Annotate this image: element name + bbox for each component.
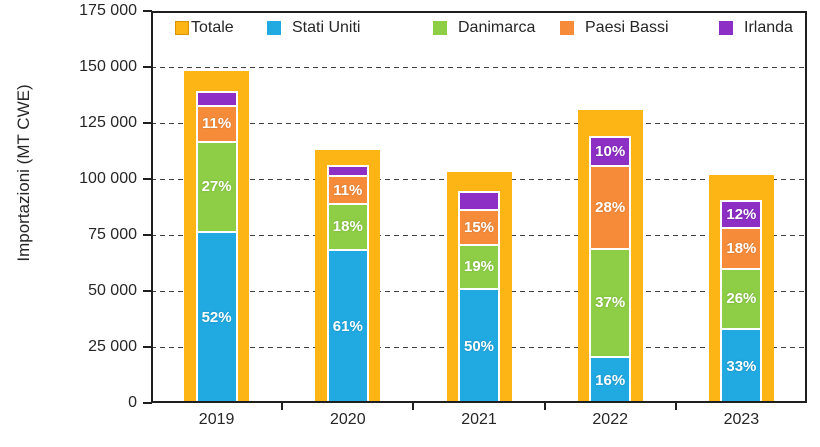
legend-item-danimarca: Danimarca — [433, 19, 535, 37]
bar-segment-paesi-bassi-2023: 18% — [720, 227, 763, 269]
bar-segment-irlanda-2021 — [458, 190, 500, 210]
bar-segment-label: 28% — [595, 198, 626, 216]
y-tick-label: 150 000 — [79, 58, 137, 75]
y-tick-75000 — [143, 234, 152, 236]
y-tick-label: 25 000 — [88, 338, 137, 355]
bar-segment-paesi-bassi-2022: 28% — [589, 165, 632, 248]
bar-segment-label: 50% — [463, 337, 495, 355]
bar-stack-2020: 11% 18% 61% — [326, 165, 369, 403]
legend-label: Stati Uniti — [292, 19, 361, 36]
bar-segment-label: 52% — [201, 309, 232, 327]
legend-label: Paesi Bassi — [585, 19, 669, 36]
bar-segment-danimarca-2022: 37% — [589, 247, 632, 357]
bar-segment-label: 11% — [333, 181, 363, 199]
x-tick-label-2019: 2019 — [198, 411, 235, 428]
y-tick-25000 — [143, 346, 152, 348]
x-tick-label-2020: 2020 — [330, 411, 366, 428]
bar-segment-label: 12% — [726, 205, 757, 223]
legend-label: Danimarca — [458, 19, 536, 36]
legend-item-totale: Totale — [175, 19, 234, 37]
y-tick-175000 — [143, 10, 152, 12]
bar-stack-2023: 12% 18% 26% 33% — [720, 199, 763, 403]
bar-segment-stati-uniti-2023: 33% — [720, 327, 763, 403]
bar-segment-label: 33% — [726, 357, 757, 375]
bar-segment-label: 27% — [201, 178, 232, 196]
bar-segment-paesi-bassi-2020: 11% — [326, 175, 369, 204]
x-axis-tick — [543, 403, 546, 410]
legend-swatch-icon — [719, 21, 733, 35]
y-tick-label: 125 000 — [79, 114, 137, 131]
y-tick-150000 — [143, 66, 152, 68]
y-tick-label: 0 — [128, 394, 137, 411]
legend-item-stati-uniti: Stati Uniti — [267, 19, 360, 37]
y-tick-label: 100 000 — [79, 170, 137, 187]
x-axis-tick — [412, 403, 415, 410]
bar-segment-label: 18% — [726, 240, 757, 258]
legend-label: Totale — [191, 19, 234, 36]
y-tick-label: 75 000 — [88, 226, 137, 243]
x-axis-tick — [281, 403, 284, 410]
bar-segment-label: 10% — [595, 143, 626, 161]
legend-swatch-icon — [560, 21, 574, 35]
bar-segment-stati-uniti-2020: 61% — [326, 248, 369, 403]
bar-segment-stati-uniti-2022: 16% — [589, 356, 632, 403]
bar-segment-danimarca-2023: 26% — [720, 268, 763, 328]
bar-segment-irlanda-2022: 10% — [589, 136, 632, 166]
gridline-150000 — [151, 66, 807, 68]
bar-segment-label: 37% — [595, 294, 626, 312]
x-tick-label-2022: 2022 — [592, 411, 628, 428]
bar-segment-danimarca-2020: 18% — [326, 203, 369, 249]
x-axis-tick — [674, 403, 677, 410]
legend-label: Irlanda — [744, 19, 793, 36]
legend-item-paesi-bassi: Paesi Bassi — [560, 19, 669, 37]
y-tick-0 — [143, 402, 152, 404]
y-tick-50000 — [143, 290, 152, 292]
bar-segment-irlanda-2023: 12% — [720, 199, 763, 228]
legend: Totale Stati Uniti Danimarca Paesi Bassi Irl… — [151, 19, 807, 39]
x-tick-label-2021: 2021 — [461, 411, 497, 428]
bar-segment-label: 15% — [463, 219, 495, 237]
bar-segment-label: 11% — [201, 115, 232, 133]
y-tick-label: 50 000 — [88, 282, 137, 299]
plot-area: Totale Stati Uniti Danimarca Paesi Bassi Irl… — [151, 11, 807, 403]
bar-segment-irlanda-2020 — [326, 165, 369, 176]
bar-segment-danimarca-2021: 19% — [458, 243, 500, 288]
bar-segment-label: 26% — [726, 290, 757, 308]
bar-segment-label: 61% — [332, 318, 363, 336]
bar-segment-label: 18% — [332, 218, 363, 236]
bar-segment-label: 19% — [463, 258, 495, 276]
bar-segment-stati-uniti-2021: 50% — [458, 287, 500, 403]
bar-segment-irlanda-2019 — [195, 91, 238, 105]
bar-stack-2019: 11% 27% 52% — [195, 91, 238, 403]
legend-item-irlanda: Irlanda — [719, 19, 793, 37]
bar-segment-danimarca-2019: 27% — [195, 141, 238, 231]
bar-stack-2022: 10% 28% 37% 16% — [589, 136, 632, 403]
bar-segment-label: 16% — [595, 372, 626, 390]
bar-segment-paesi-bassi-2021: 15% — [458, 209, 500, 244]
y-tick-125000 — [143, 122, 152, 124]
y-tick-100000 — [143, 178, 152, 180]
y-tick-label: 175 000 — [79, 2, 137, 19]
bar-stack-2021: 15% 19% 50% — [458, 190, 500, 403]
bar-segment-stati-uniti-2019: 52% — [195, 230, 238, 403]
gridline-125000 — [151, 122, 807, 124]
legend-swatch-icon — [433, 21, 447, 35]
legend-swatch-icon — [175, 21, 189, 35]
x-tick-label-2023: 2023 — [723, 411, 760, 428]
bar-segment-paesi-bassi-2019: 11% — [195, 104, 238, 142]
legend-swatch-icon — [267, 21, 281, 35]
